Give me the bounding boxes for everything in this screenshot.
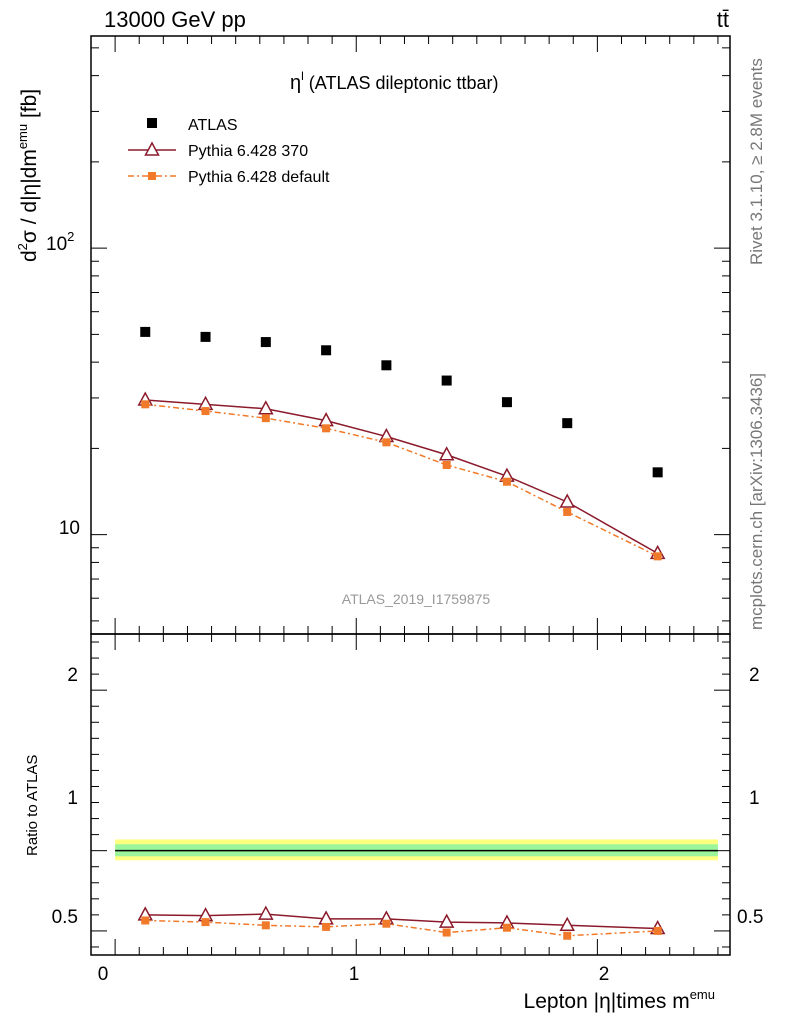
ratio-point-pythia-default — [563, 931, 572, 940]
ratio-ytick-label-05-left: 0.5 — [52, 907, 78, 928]
ratio-point-pythia-default — [261, 921, 270, 930]
data-point-atlas — [381, 360, 392, 371]
ratio-plot-frame — [90, 633, 731, 956]
legend-label-pythia-default: Pythia 6.428 default — [188, 169, 330, 186]
data-point-atlas — [652, 467, 663, 478]
ratio-point-pythia-default — [382, 919, 391, 928]
ratio-point-pythia-default — [322, 922, 331, 931]
ratio-ytick-label-2-right: 2 — [749, 665, 760, 686]
legend-label-atlas: ATLAS — [188, 117, 238, 134]
ratio-ytick-label-1-right: 1 — [749, 788, 760, 809]
ytick-label-10: 10 — [59, 518, 80, 539]
plot-title-rest: (ATLAS dileptonic ttbar) — [304, 73, 499, 93]
data-point-atlas — [501, 397, 512, 408]
ratio-uncertainty-band — [115, 839, 718, 861]
ratio-series-layer — [137, 905, 666, 940]
data-point-pythia-370 — [438, 446, 455, 461]
ratio-y-axis-label: Ratio to ATLAS — [24, 755, 41, 856]
data-point-pythia-default — [141, 400, 150, 409]
data-point-pythia-default — [322, 424, 331, 433]
ratio-point-pythia-default — [141, 916, 150, 925]
plot-title: ηl (ATLAS dileptonic ttbar) — [290, 69, 499, 94]
ratio-ytick-label-1-left: 1 — [67, 788, 78, 809]
xtick-label-2: 2 — [599, 964, 610, 985]
ratio-point-pythia-default — [653, 926, 662, 935]
ratio-point-pythia-default — [201, 918, 210, 927]
ratio-point-pythia-default — [502, 923, 511, 932]
plot-title-sup: l — [301, 69, 304, 83]
ratio-ytick-label-05-right: 0.5 — [737, 907, 763, 928]
ratio-point-pythia-370 — [559, 916, 575, 932]
process-label: tt̄ — [717, 7, 729, 32]
data-point-pythia-default — [201, 407, 210, 416]
y-axis-label: d2σ / d|η|dmemu [fb] — [15, 89, 41, 262]
xtick-label-1: 1 — [349, 964, 360, 985]
rivet-version-label: Rivet 3.1.10, ≥ 2.8M events — [747, 58, 766, 265]
data-point-pythia-default — [442, 461, 451, 470]
plot-title-main: η — [290, 72, 301, 94]
data-point-atlas — [321, 345, 332, 356]
axis-ticks — [91, 36, 730, 955]
xtick-label-0: 0 — [98, 964, 109, 985]
source-label: mcplots.cern.ch [arXiv:1306.3436] — [747, 373, 766, 630]
data-point-pythia-370 — [559, 493, 575, 508]
data-point-pythia-default — [382, 438, 391, 447]
ratio-point-pythia-default — [442, 928, 451, 937]
x-axis-label: Lepton |η|times memu — [524, 987, 715, 1013]
data-point-atlas — [200, 331, 211, 342]
data-point-atlas — [562, 418, 573, 429]
data-point-pythia-default — [502, 477, 511, 486]
ratio-ytick-label-2-left: 2 — [67, 665, 78, 686]
data-point-atlas — [140, 326, 151, 337]
data-point-pythia-370 — [258, 400, 274, 415]
legend-label-pythia-370: Pythia 6.428 370 — [188, 143, 308, 160]
energy-label: 13000 GeV pp — [104, 7, 246, 32]
ratio-line-1 — [145, 919, 658, 937]
data-point-atlas — [441, 375, 452, 386]
data-point-pythia-default — [563, 507, 572, 516]
data-point-pythia-default — [653, 552, 662, 561]
analysis-label: ATLAS_2019_I1759875 — [342, 591, 491, 607]
main-series-layer — [137, 326, 666, 561]
ytick-label-100: 102 — [46, 229, 74, 255]
ratio-point-pythia-370 — [438, 913, 455, 928]
series-line-2 — [145, 403, 658, 558]
legend-marker-pythia-default — [148, 172, 156, 180]
legend-marker-atlas — [147, 118, 157, 128]
legend-marker-pythia-370 — [144, 141, 160, 156]
data-point-pythia-default — [261, 414, 270, 423]
ratio-point-pythia-370 — [258, 905, 274, 920]
legend: ATLAS Pythia 6.428 370 Pythia 6.428 defa… — [128, 117, 330, 186]
series-line-1 — [145, 399, 659, 555]
data-point-atlas — [260, 337, 271, 348]
